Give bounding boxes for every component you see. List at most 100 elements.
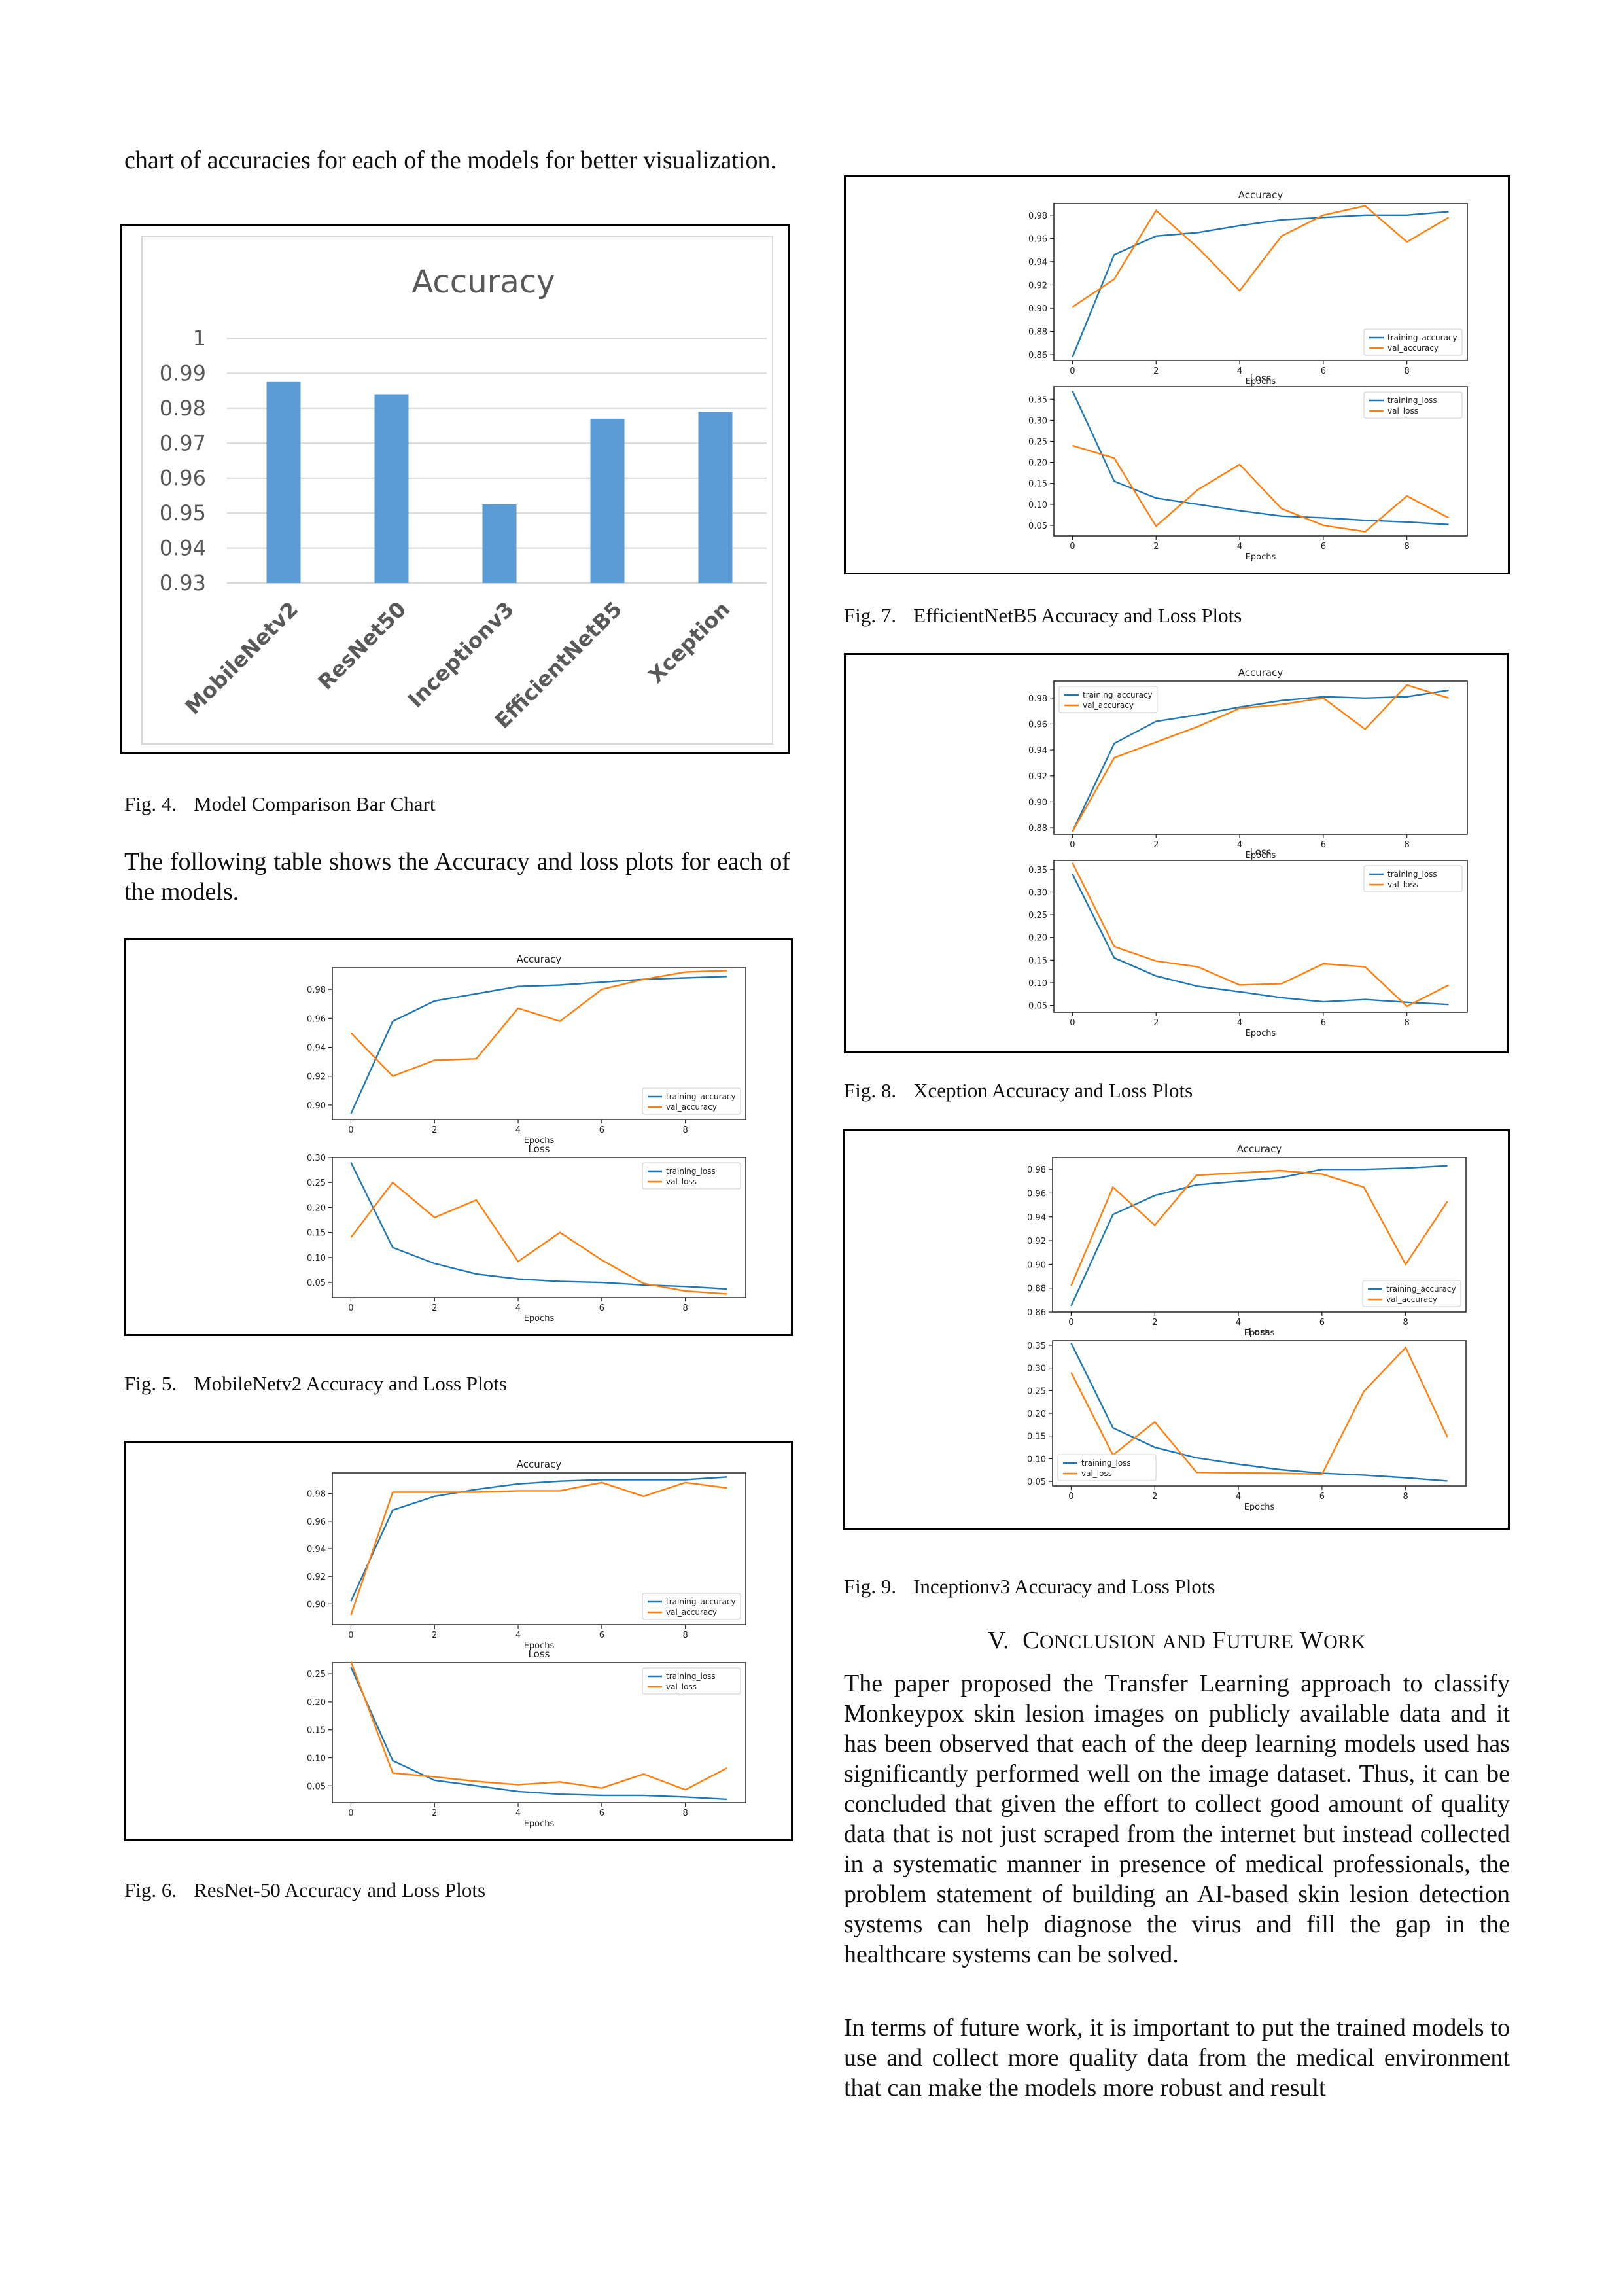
fig7-accuracy-xtick-label: 6 <box>1321 366 1326 376</box>
fig5-loss-legend <box>642 1162 741 1190</box>
fig7-loss-ytick-label: 0.20 <box>1028 459 1047 468</box>
fig6-accuracy-ytick-label: 0.90 <box>307 1600 326 1610</box>
fig5-loss-ytick-label: 0.25 <box>307 1178 326 1188</box>
fig5-accuracy-frame <box>332 967 746 1120</box>
fig7-loss-ytick-label: 0.05 <box>1028 521 1047 531</box>
fig4-ytick-label: 0.96 <box>160 466 206 491</box>
fig9-loss-xtick-label: 8 <box>1403 1492 1408 1502</box>
fig6-accuracy-legend-label: training_accuracy <box>666 1597 736 1606</box>
fig8-accuracy-xtick-label: 4 <box>1237 840 1242 850</box>
fig6-loss-ytick-label: 0.25 <box>307 1670 326 1680</box>
fig9-title: Inceptionv3 Accuracy and Loss Plots <box>913 1575 1215 1598</box>
fig9-loss-ytick-label: 0.35 <box>1027 1341 1046 1351</box>
fig9-loss-xtick-label: 6 <box>1319 1492 1325 1502</box>
fig8-accuracy-xtick-label: 8 <box>1405 840 1410 850</box>
fig6-loss-legend-label: val_loss <box>666 1682 697 1691</box>
fig4-label: Fig. 4. <box>124 792 177 815</box>
fig9-accuracy-title: Accuracy <box>1237 1143 1282 1155</box>
conclusion-paragraph-2: In terms of future work, it is important… <box>844 2014 1510 2102</box>
fig6-loss-line-training_loss <box>350 1667 727 1801</box>
fig7-accuracy-ytick-label: 0.86 <box>1028 351 1047 361</box>
fig4-ytick-label: 0.97 <box>160 431 206 455</box>
fig7-loss-legend-label: training_loss <box>1387 396 1437 405</box>
fig5-loss-line-training_loss <box>350 1162 727 1290</box>
fig8-accuracy-xlabel: Epochs <box>1246 851 1276 860</box>
fig8-accuracy-xtick-label: 2 <box>1153 840 1159 850</box>
heading-w1a: C <box>1022 1627 1039 1654</box>
fig7-accuracy-ytick-label: 0.88 <box>1028 328 1047 338</box>
fig7-loss-title: Loss <box>1250 372 1272 384</box>
fig9-loss-ytick-label: 0.10 <box>1027 1455 1046 1464</box>
fig6-accuracy-ytick-label: 0.98 <box>307 1490 326 1500</box>
fig5-accuracy-legend <box>642 1087 741 1115</box>
heading-w4a: W <box>1299 1627 1324 1654</box>
fig7-accuracy-legend-label: val_accuracy <box>1387 344 1439 353</box>
fig6-loss-xtick-label: 0 <box>348 1809 353 1818</box>
fig9-accuracy-ytick-label: 0.98 <box>1027 1165 1046 1175</box>
fig7-loss-xtick-label: 4 <box>1237 542 1242 552</box>
section-heading: V. CONCLUSION AND FUTURE WORK <box>844 1625 1510 1657</box>
fig6-accuracy-xtick-label: 6 <box>599 1631 604 1640</box>
fig6-plots: Accuracy 0.98 0.96 0.94 0.92 0.90 0 2 4 6 8 Epochs t… <box>124 1441 793 1841</box>
table-intro-paragraph: The following table shows the Accuracy a… <box>124 848 790 906</box>
fig4-title: Model Comparison Bar Chart <box>194 792 436 815</box>
fig6-accuracy-title: Accuracy <box>517 1458 562 1470</box>
fig8-loss-ytick-label: 0.20 <box>1028 934 1047 944</box>
fig5-accuracy-ytick-label: 0.94 <box>307 1044 326 1053</box>
fig4-bar <box>482 504 517 583</box>
fig9-accuracy-ytick-label: 0.90 <box>1027 1260 1046 1270</box>
fig8-loss-frame <box>1053 860 1468 1013</box>
fig7-loss-ytick-label: 0.30 <box>1028 416 1047 426</box>
fig9-accuracy-legend-label: training_accuracy <box>1386 1284 1456 1294</box>
fig6-label: Fig. 6. <box>124 1879 177 1901</box>
fig7-accuracy-xtick-label: 4 <box>1237 366 1242 376</box>
fig8-accuracy-xtick-label: 0 <box>1070 840 1075 850</box>
fig5-accuracy-ytick-label: 0.96 <box>307 1014 326 1024</box>
fig7-accuracy-xlabel: Epochs <box>1246 377 1276 387</box>
fig6-accuracy-xtick-label: 2 <box>432 1631 437 1640</box>
fig9-accuracy-xtick-label: 2 <box>1152 1318 1157 1328</box>
fig5-accuracy-xtick-label: 4 <box>515 1125 521 1135</box>
fig7-loss-ytick-label: 0.15 <box>1028 480 1047 489</box>
fig5-loss-xtick-label: 0 <box>348 1303 353 1313</box>
fig8-accuracy-ytick-label: 0.88 <box>1028 824 1047 834</box>
fig9-caption: Fig. 9. Inceptionv3 Accuracy and Loss Plo… <box>844 1574 1215 1599</box>
fig8-loss-xtick-label: 0 <box>1070 1018 1075 1028</box>
fig7-accuracy-xtick-label: 8 <box>1405 366 1410 376</box>
fig6-accuracy-legend <box>642 1593 741 1620</box>
heading-w3a: F <box>1212 1627 1227 1654</box>
fig7-title: EfficientNetB5 Accuracy and Loss Plots <box>913 604 1242 627</box>
fig5-loss-ytick-label: 0.30 <box>307 1154 326 1163</box>
fig7-caption: Fig. 7. EfficientNetB5 Accuracy and Loss … <box>844 603 1242 628</box>
fig8-loss-ytick-label: 0.25 <box>1028 911 1047 921</box>
fig6-loss-ytick-label: 0.10 <box>307 1754 326 1764</box>
fig8-accuracy-title: Accuracy <box>1238 667 1283 679</box>
fig9-loss-ytick-label: 0.25 <box>1027 1386 1046 1396</box>
fig5-accuracy-line-training_accuracy <box>350 976 727 1114</box>
fig8-loss-legend <box>1363 865 1463 892</box>
fig9-loss-xtick-label: 2 <box>1152 1492 1157 1502</box>
fig4-bar <box>590 418 625 583</box>
heading-w1b: ONCLUSION <box>1039 1631 1156 1653</box>
fig6-accuracy-ytick-label: 0.96 <box>307 1517 326 1527</box>
fig5-plots: Accuracy 0.98 0.96 0.94 0.92 0.90 0 2 4 6 8 Epochs t… <box>124 938 793 1336</box>
fig8-loss-line-val_loss <box>1072 862 1450 1008</box>
fig9-accuracy-ytick-label: 0.92 <box>1027 1237 1046 1246</box>
fig9-accuracy-xtick-label: 6 <box>1319 1318 1325 1328</box>
fig5-accuracy-xlabel: Epochs <box>524 1136 555 1146</box>
fig6-loss-legend-label: training_loss <box>666 1672 716 1681</box>
fig9-accuracy-ytick-label: 0.96 <box>1027 1189 1046 1199</box>
fig8-accuracy-legend-label: training_accuracy <box>1083 690 1153 699</box>
fig9-loss-title: Loss <box>1249 1326 1270 1338</box>
fig7-accuracy-frame <box>1053 203 1468 361</box>
fig6-loss-xtick-label: 2 <box>432 1809 437 1818</box>
fig9-loss-xlabel: Epochs <box>1244 1502 1275 1512</box>
fig8-loss-xtick-label: 2 <box>1153 1018 1159 1028</box>
fig8-loss-xlabel: Epochs <box>1246 1029 1276 1038</box>
fig8-loss-legend-label: training_loss <box>1387 870 1437 879</box>
fig9-loss-xtick-label: 4 <box>1236 1492 1241 1502</box>
fig7-accuracy-ytick-label: 0.92 <box>1028 281 1047 291</box>
fig8-loss-ytick-label: 0.35 <box>1028 866 1047 875</box>
fig9-accuracy-ytick-label: 0.88 <box>1027 1284 1046 1294</box>
fig4-bar <box>374 394 409 583</box>
